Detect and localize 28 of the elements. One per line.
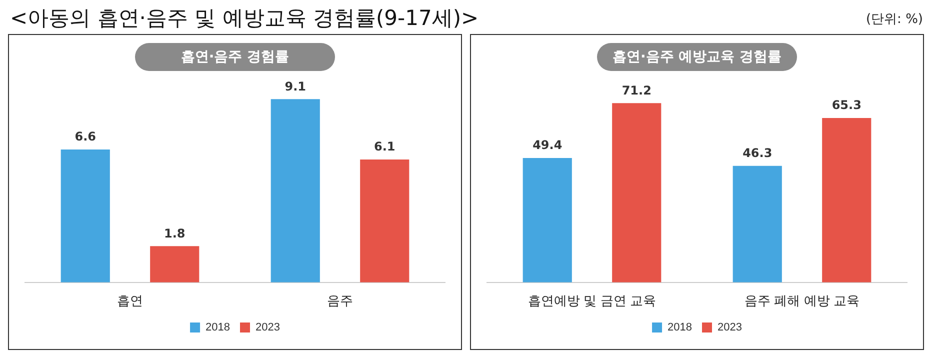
x-tick-label: 흡연예방 및 금연 교육 [528,292,656,308]
legend-label: 2018 [668,322,692,334]
x-tick-label: 음주 [327,292,353,308]
data-label: 71.2 [622,83,652,98]
legend-label: 2023 [256,322,280,334]
bar [60,149,110,282]
bar [270,99,320,282]
text: <아동의 흡연·음주 및 예방교육 경험률(9-17세)> [10,5,479,32]
x-tick-label: 흡연 [117,292,143,308]
bar [822,118,872,282]
chart-title: 흡연·음주 경험률 [135,43,335,71]
bar [150,246,200,282]
text: (단위: %) [866,11,923,28]
data-label: 46.3 [742,146,772,160]
bar [612,103,662,282]
data-label: 65.3 [832,98,862,112]
bar [732,166,782,282]
data-label: 9.1 [284,79,306,94]
chart-title: 흡연·음주 예방교육 경험률 [597,43,797,71]
legend-label: 2018 [206,322,230,334]
bar [360,160,410,282]
data-label: 1.8 [164,226,186,240]
legend-label: 2023 [718,322,742,334]
data-label: 49.4 [532,138,562,152]
x-tick-label: 음주 폐해 예방 교육 [744,292,860,308]
data-label: 6.6 [74,130,96,144]
bar [522,158,572,282]
data-label: 6.1 [374,140,396,154]
